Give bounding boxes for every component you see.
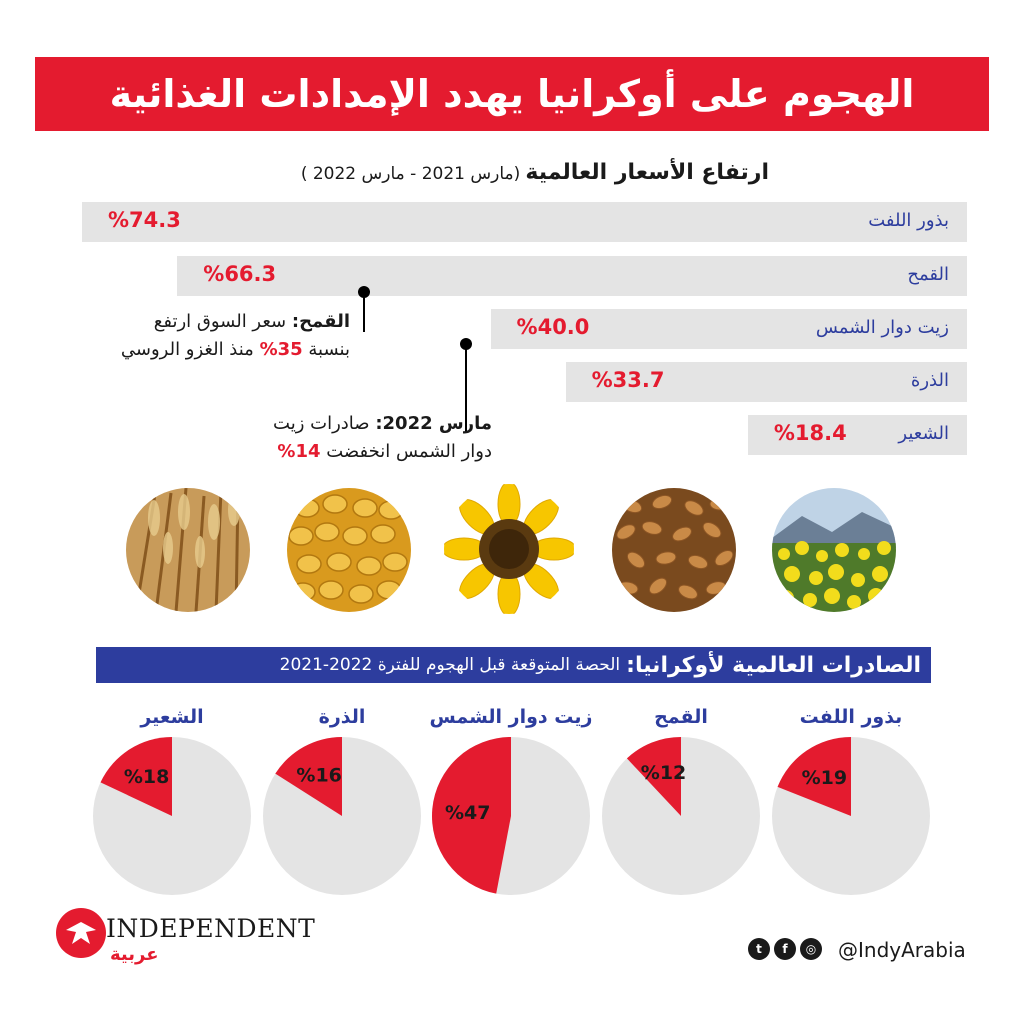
pie-value-label: %18 [124,766,169,788]
brand-sub: عربية [110,944,159,965]
callout-wheat: القمح: سعر السوق ارتفع بنسبة 35% منذ الغ… [64,308,350,364]
price-bar-category: الذرة [910,370,949,391]
page-title: الهجوم على أوكرانيا يهدد الإمدادات الغذا… [109,72,915,116]
pie-title: الذرة [318,706,366,728]
price-bar-value: %66.3 [203,262,277,286]
price-bar: زيت دوار الشمس %40.0 [490,309,967,349]
callout-wheat-lead: القمح: [291,311,350,332]
callout-sunflower-pct: 14% [277,441,321,462]
callout-wheat-text2b: منذ الغزو الروسي [120,339,254,360]
pie-chart: %19 [772,737,930,895]
price-bar-value: %18.4 [773,421,847,445]
pie-slice [626,737,681,816]
exports-band: الصادرات العالمية لأوكرانيا: الحصة المتو… [96,647,931,683]
price-bar: بذور اللفت %74.3 [82,202,967,242]
pie-slice [432,737,511,894]
callout-sunflower-lead: مارس 2022: [375,413,492,434]
pie-title: زيت دوار الشمس [429,706,593,728]
prices-subtitle: ارتفاع الأسعار العالمية (مارس 2021 - مار… [301,160,769,185]
pie-value-label: %19 [802,767,847,789]
price-bar: الذرة %33.7 [565,362,967,402]
pie-chart: %16 [263,737,421,895]
title-bar: الهجوم على أوكرانيا يهدد الإمدادات الغذا… [35,57,989,131]
corn-image [287,488,411,612]
prices-heading: ارتفاع الأسعار العالمية [525,160,769,185]
exports-heading: الصادرات العالمية لأوكرانيا: [626,652,921,678]
callout-wheat-text2a: بنسبة [308,339,350,360]
price-bar-value: %40.0 [516,315,590,339]
wheat-image [612,488,736,612]
callout-sunflower: مارس 2022: صادرات زيت دوار الشمس انخفضت … [230,410,492,466]
price-bar: القمح %66.3 [177,256,967,296]
social-icons: t f ◎ [748,938,822,960]
pie-title: بذور اللفت [799,706,903,728]
pie-value-label: %12 [641,762,686,784]
callout-wheat-text1: سعر السوق ارتفع [153,311,287,332]
barley-image [126,488,250,612]
pie-chart: %12 [602,737,760,895]
price-bar-category: الشعير [898,423,949,444]
pie-title: الشعير [140,706,204,728]
pie-slice [777,737,851,816]
facebook-icon[interactable]: f [774,938,796,960]
pie-value-label: %16 [296,764,341,786]
prices-range: (مارس 2021 - مارس 2022 ) [300,164,521,184]
independent-logo [56,908,106,962]
exports-subheading: الحصة المتوقعة قبل الهجوم للفترة 2022-20… [279,655,621,675]
pie-slice [275,737,342,816]
pie-chart: %47 [432,737,590,895]
rapeseed-image [772,488,896,612]
pie-title: القمح [654,706,708,728]
callout-sunflower-text2: دوار الشمس انخفضت [326,441,492,462]
price-bar-category: القمح [907,264,949,285]
callout-sunflower-text1: صادرات زيت [273,413,370,434]
price-bar-value: %74.3 [108,208,181,232]
instagram-icon[interactable]: ◎ [800,938,822,960]
pie-value-label: %47 [445,802,490,824]
pie-chart: %18 [93,737,251,895]
price-bar-value: %33.7 [591,368,665,392]
twitter-icon[interactable]: t [748,938,770,960]
price-bar-category: بذور اللفت [868,210,949,231]
eagle-logo-icon [56,908,106,958]
price-bar: الشعير %18.4 [747,415,967,455]
brand-name: INDEPENDENT [106,914,316,943]
social-handle[interactable]: @IndyArabia [838,938,966,962]
callout-wheat-pct: 35% [259,339,303,360]
pie-slice [100,737,172,816]
callout-line-wheat [363,292,365,332]
callout-line-sunflower [465,344,467,432]
sunflower-image [444,484,574,614]
price-bar-category: زيت دوار الشمس [815,317,949,338]
